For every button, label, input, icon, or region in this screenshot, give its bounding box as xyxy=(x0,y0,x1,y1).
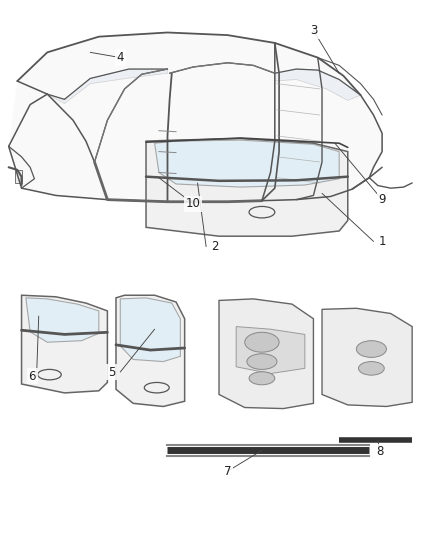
Bar xyxy=(15,170,21,183)
Ellipse shape xyxy=(245,332,279,352)
Polygon shape xyxy=(116,295,185,407)
Text: 2: 2 xyxy=(211,240,219,253)
Text: 6: 6 xyxy=(28,370,36,383)
Text: 8: 8 xyxy=(376,446,384,458)
Polygon shape xyxy=(120,298,180,361)
Polygon shape xyxy=(322,308,412,407)
Polygon shape xyxy=(219,299,314,409)
Text: 4: 4 xyxy=(117,51,124,64)
Polygon shape xyxy=(47,69,167,103)
Polygon shape xyxy=(21,295,107,393)
Text: 1: 1 xyxy=(378,235,386,248)
Text: 3: 3 xyxy=(310,24,317,37)
Text: 7: 7 xyxy=(224,465,231,478)
Ellipse shape xyxy=(249,372,275,385)
Ellipse shape xyxy=(358,361,384,375)
Ellipse shape xyxy=(357,341,386,358)
Text: 5: 5 xyxy=(108,366,115,378)
Text: 10: 10 xyxy=(186,197,201,211)
Ellipse shape xyxy=(247,354,277,369)
Polygon shape xyxy=(236,327,305,374)
Polygon shape xyxy=(155,140,339,187)
Polygon shape xyxy=(275,69,360,100)
Polygon shape xyxy=(9,33,382,201)
Polygon shape xyxy=(146,139,348,236)
Text: 9: 9 xyxy=(378,193,386,206)
Polygon shape xyxy=(26,298,99,342)
